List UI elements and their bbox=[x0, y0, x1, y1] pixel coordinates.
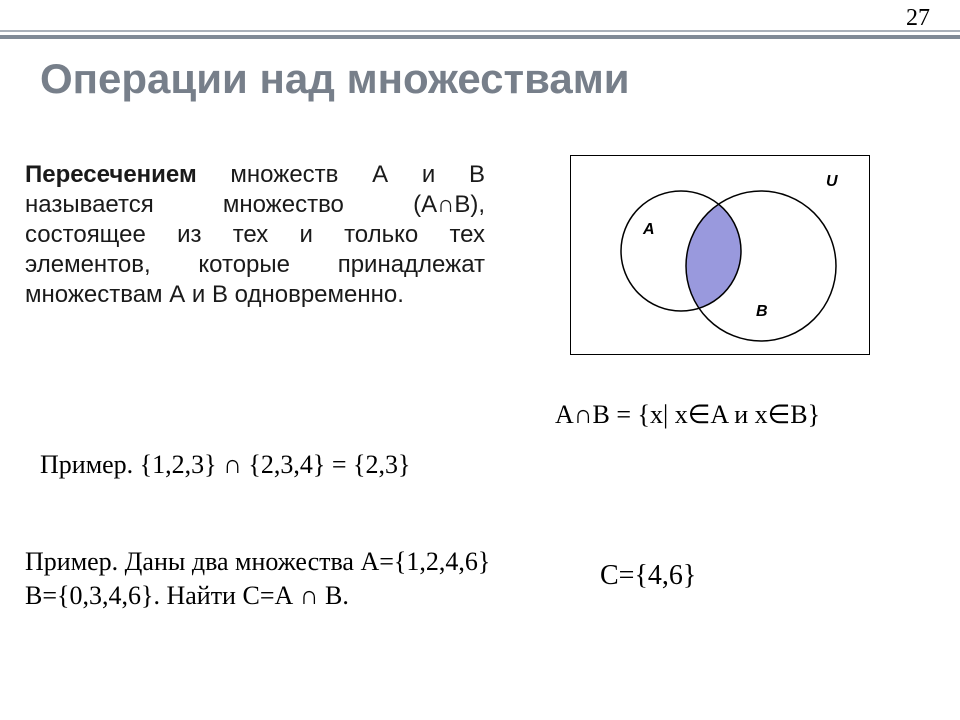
header-divider bbox=[0, 30, 960, 38]
svg-text:U: U bbox=[826, 173, 838, 190]
definition-term: Пересечением bbox=[25, 161, 197, 188]
slide-title: Операции над множествами bbox=[40, 55, 630, 103]
venn-svg: A B U bbox=[571, 156, 871, 356]
svg-text:B: B bbox=[756, 303, 768, 320]
example-1: Пример. {1,2,3} ∩ {2,3,4} = {2,3} bbox=[40, 450, 411, 480]
svg-text:A: A bbox=[642, 221, 655, 238]
definition-text: Пересечением множеств А и В называется м… bbox=[25, 160, 485, 310]
example-2: Пример. Даны два множества А={1,2,4,6} В… bbox=[25, 545, 525, 613]
page-number: 27 bbox=[906, 5, 930, 32]
venn-diagram: A B U bbox=[570, 155, 870, 355]
example-2-answer: С={4,6} bbox=[600, 560, 696, 592]
intersection-formula: A∩B = {x| x∈A и x∈B} bbox=[555, 400, 820, 430]
